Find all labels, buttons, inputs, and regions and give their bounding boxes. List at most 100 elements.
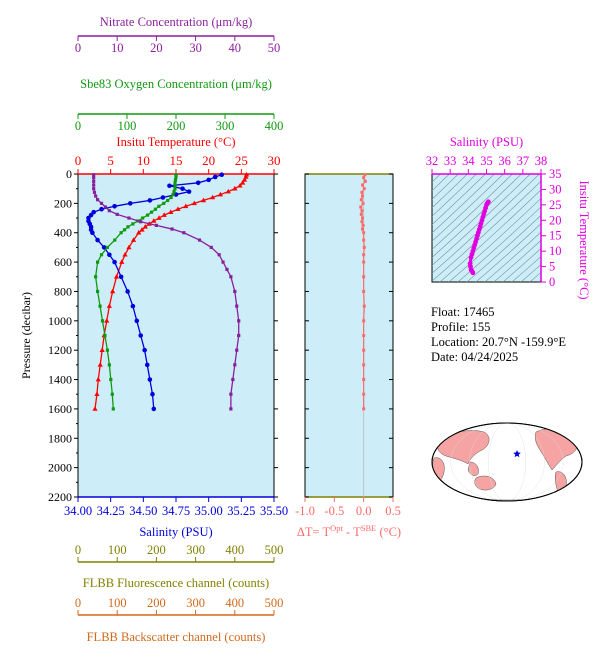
ts-density-contour bbox=[457, 206, 541, 282]
y-tick-label: 1000 bbox=[48, 314, 72, 328]
profile-number-text: Profile: 155 bbox=[431, 320, 491, 334]
temperature-point bbox=[200, 197, 207, 203]
temperature-point bbox=[225, 188, 231, 194]
temperature-point bbox=[139, 226, 145, 232]
delta-t-point bbox=[362, 231, 366, 235]
nitrate-axis-label: Nitrate Concentration (μm/kg) bbox=[100, 15, 253, 29]
nitrate-point bbox=[237, 333, 241, 338]
salinity-point bbox=[112, 204, 117, 209]
oxygen-axis-tick-label: 400 bbox=[265, 119, 284, 133]
ts-density-contour bbox=[432, 174, 513, 250]
delta-t-point bbox=[362, 378, 366, 382]
map-meridian bbox=[469, 423, 545, 501]
nitrate-axis-tick-label: 40 bbox=[229, 41, 242, 55]
temperature-axis-tick-label: 30 bbox=[268, 153, 281, 168]
oxygen-point bbox=[110, 392, 114, 396]
y-tick-label: 600 bbox=[54, 255, 72, 269]
oxygen-point bbox=[96, 289, 100, 294]
nitrate-point bbox=[233, 363, 237, 367]
ts-y-tick-label: 30 bbox=[549, 182, 562, 196]
salinity-point bbox=[118, 274, 124, 280]
delta-t-label-part: (°C) bbox=[376, 525, 401, 539]
ts-density-contour bbox=[432, 180, 541, 282]
y-tick-label: 0 bbox=[66, 167, 72, 181]
delta-t-point bbox=[362, 392, 366, 396]
ts-density-contour bbox=[502, 248, 541, 282]
nitrate-point bbox=[225, 267, 229, 272]
ts-x-tick-label: 34 bbox=[462, 154, 475, 168]
temperature-point bbox=[95, 376, 101, 382]
salinity-point bbox=[219, 172, 225, 178]
nitrate-point bbox=[235, 348, 239, 352]
oxygen-point bbox=[126, 225, 130, 229]
nitrate-point bbox=[237, 319, 241, 323]
ts-density-contour bbox=[466, 214, 541, 282]
salinity-point bbox=[212, 174, 218, 180]
salinity-point bbox=[180, 186, 185, 191]
temperature-axis-label: Insitu Temperature (°C) bbox=[116, 135, 235, 149]
ts-density-contour bbox=[511, 256, 541, 282]
delta-t-point bbox=[359, 205, 363, 209]
salinity-point bbox=[206, 177, 211, 183]
y-tick-label: 2000 bbox=[48, 461, 72, 475]
delta-t-point bbox=[360, 183, 364, 187]
map-meridian bbox=[488, 423, 526, 501]
oxygen-point bbox=[171, 192, 175, 197]
temperature-point bbox=[142, 224, 148, 229]
ts-density-contours bbox=[432, 174, 541, 282]
ts-y-tick-label: 15 bbox=[549, 229, 562, 243]
salinity-point bbox=[144, 362, 150, 368]
temperature-point bbox=[209, 194, 216, 200]
delta-t-label-superscript: Opt bbox=[330, 523, 343, 533]
salinity-axis-tick-label: 34.25 bbox=[97, 504, 125, 518]
world-map bbox=[431, 422, 583, 502]
ts-y-axis-label: Insitu Temperature (°C) bbox=[577, 180, 591, 299]
oxygen-point bbox=[103, 333, 107, 338]
nitrate-point bbox=[197, 238, 202, 242]
salinity-axis-tick-label: 34.75 bbox=[162, 504, 190, 518]
delta-t-point bbox=[362, 304, 366, 308]
delta-t-point bbox=[362, 187, 366, 191]
salinity-point bbox=[167, 183, 172, 189]
salinity-axis-tick-label: 34.00 bbox=[64, 504, 92, 518]
ts-density-contour bbox=[448, 197, 541, 282]
oxygen-point bbox=[122, 228, 127, 232]
float-info-block: Float: 17465 Profile: 155 Location: 20.7… bbox=[431, 305, 566, 365]
nitrate-point bbox=[92, 173, 96, 177]
ts-density-contour bbox=[432, 174, 504, 242]
delta-t-label-superscript: SBE bbox=[361, 523, 377, 533]
oxygen-point bbox=[94, 275, 98, 279]
y-tick-label: 1400 bbox=[48, 373, 72, 387]
salinity-point bbox=[160, 195, 166, 200]
oxygen-point bbox=[162, 201, 166, 205]
main-plot-area bbox=[77, 173, 275, 498]
ts-y-tick-label: 35 bbox=[549, 167, 562, 181]
nitrate-point bbox=[233, 289, 237, 294]
delta-t-point bbox=[359, 212, 363, 216]
temperature-axis-tick-label: 10 bbox=[137, 153, 150, 168]
oxygen-point bbox=[107, 363, 111, 367]
delta-t-point bbox=[361, 223, 365, 227]
nitrate-point bbox=[96, 198, 100, 202]
temperature-axis-tick-label: 25 bbox=[235, 153, 248, 168]
nitrate-axis-tick-label: 50 bbox=[268, 41, 281, 55]
nitrate-point bbox=[229, 407, 233, 411]
map-landmass bbox=[474, 475, 497, 491]
temperature-point bbox=[122, 251, 128, 257]
temperature-point bbox=[237, 182, 243, 188]
salinity-point bbox=[90, 230, 95, 236]
delta-t-tick-label: -1.0 bbox=[295, 504, 315, 518]
ts-density-contour bbox=[475, 223, 541, 282]
oxygen-point bbox=[169, 195, 173, 200]
ts-density-contour bbox=[493, 239, 541, 282]
backscatter-axis-tick-label: 300 bbox=[186, 596, 205, 610]
map-land bbox=[432, 423, 578, 501]
salinity-point bbox=[125, 289, 130, 294]
fluorescence-axis-tick-label: 200 bbox=[147, 543, 166, 557]
nitrate-axis-tick-label: 20 bbox=[150, 41, 163, 55]
fluorescence-axis-tick-label: 100 bbox=[108, 543, 127, 557]
delta-t-point bbox=[360, 216, 364, 220]
ts-y-tick-label: 20 bbox=[549, 213, 562, 227]
y-axis-label: Pressure (decibar) bbox=[19, 292, 33, 379]
salinity-point bbox=[91, 209, 96, 215]
